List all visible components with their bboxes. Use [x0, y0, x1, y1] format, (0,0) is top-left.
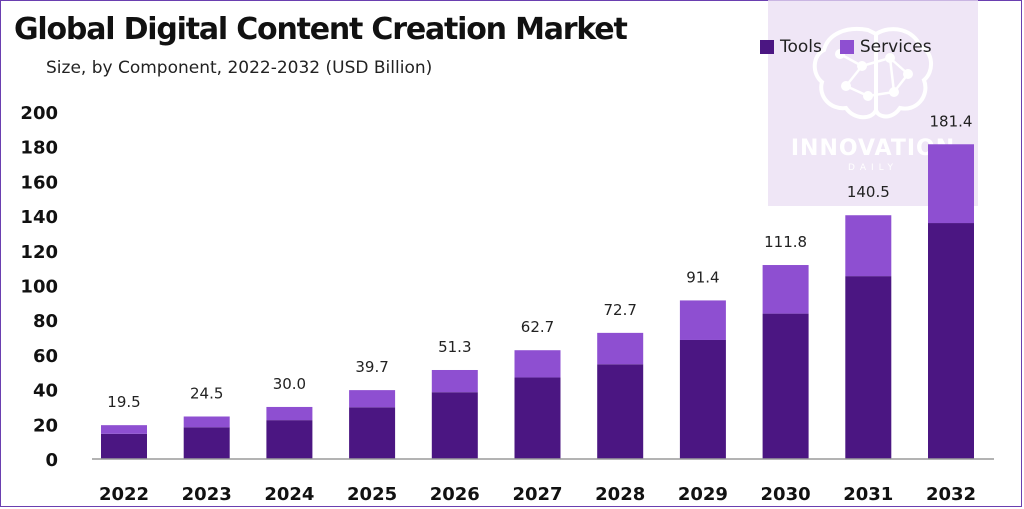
bar-total-label: 19.5 — [107, 393, 140, 411]
bar-total-label: 30.0 — [273, 375, 306, 393]
bar-tools — [679, 339, 726, 459]
bar-services — [183, 416, 230, 428]
y-tick-label: 0 — [45, 450, 58, 471]
bar-tools — [514, 377, 561, 459]
bar-services — [101, 425, 147, 434]
y-tick-label: 60 — [33, 346, 58, 367]
y-tick-label: 100 — [20, 277, 58, 298]
y-tick-label: 20 — [33, 415, 58, 436]
legend-item-services: Services — [839, 37, 932, 57]
x-tick-label: 2024 — [264, 484, 314, 505]
legend-swatch-tools — [760, 40, 774, 54]
legend-label-tools: Tools — [780, 37, 822, 57]
x-tick-label: 2027 — [512, 484, 562, 505]
chart-subtitle: Size, by Component, 2022-2032 (USD Billi… — [46, 58, 433, 78]
bar-services — [762, 265, 809, 314]
x-tick-label: 2032 — [926, 484, 976, 505]
legend-label-services: Services — [859, 37, 932, 57]
x-tick-label: 2025 — [347, 484, 397, 505]
bar-tools — [183, 427, 230, 459]
bar-tools — [597, 364, 644, 459]
bar-tools — [101, 433, 147, 459]
bar-services — [349, 390, 396, 408]
bar-services — [514, 350, 561, 378]
bar-services — [679, 300, 726, 340]
bar-tools — [928, 223, 974, 459]
y-tick-label: 140 — [20, 207, 58, 228]
bar-services — [431, 369, 478, 393]
legend-swatch-services — [839, 40, 854, 54]
y-tick-label: 180 — [20, 138, 58, 159]
x-tick-label: 2028 — [595, 484, 645, 505]
x-tick-label: 2031 — [843, 484, 893, 505]
bar-tools — [266, 420, 313, 459]
bar-services — [266, 406, 313, 421]
bar-services — [845, 215, 892, 277]
x-tick-label: 2026 — [430, 484, 480, 505]
bar-tools — [349, 407, 396, 459]
x-tick-label: 2023 — [182, 484, 232, 505]
bar-tools — [762, 313, 809, 459]
bar-total-label: 39.7 — [355, 358, 388, 376]
legend: Tools Services — [760, 37, 932, 57]
y-tick-label: 40 — [33, 381, 58, 402]
bar-tools — [845, 276, 892, 459]
y-tick-label: 160 — [20, 172, 58, 193]
x-tick-label: 2022 — [99, 484, 149, 505]
watermark-subtitle: DAILY — [848, 163, 898, 173]
bar-total-label: 51.3 — [438, 338, 471, 356]
bar-total-label: 24.5 — [190, 384, 223, 402]
watermark-name: INNOVATION — [790, 136, 956, 161]
bar-total-label: 91.4 — [686, 268, 719, 286]
bar-total-label: 140.5 — [847, 183, 890, 201]
y-tick-label: 200 — [20, 103, 58, 124]
bar-total-label: 62.7 — [521, 318, 554, 336]
bar-total-label: 111.8 — [764, 233, 807, 251]
bar-total-label: 181.4 — [930, 112, 973, 130]
legend-item-tools: Tools — [760, 37, 822, 57]
bar-services — [928, 144, 974, 224]
bar-services — [597, 332, 644, 365]
y-tick-label: 80 — [33, 311, 58, 332]
x-tick-label: 2029 — [678, 484, 728, 505]
chart-title: Global Digital Content Creation Market — [14, 12, 628, 47]
y-tick-label: 120 — [20, 242, 58, 263]
bar-total-label: 72.7 — [603, 301, 636, 319]
bar-tools — [431, 392, 478, 459]
x-tick-label: 2030 — [761, 484, 811, 505]
